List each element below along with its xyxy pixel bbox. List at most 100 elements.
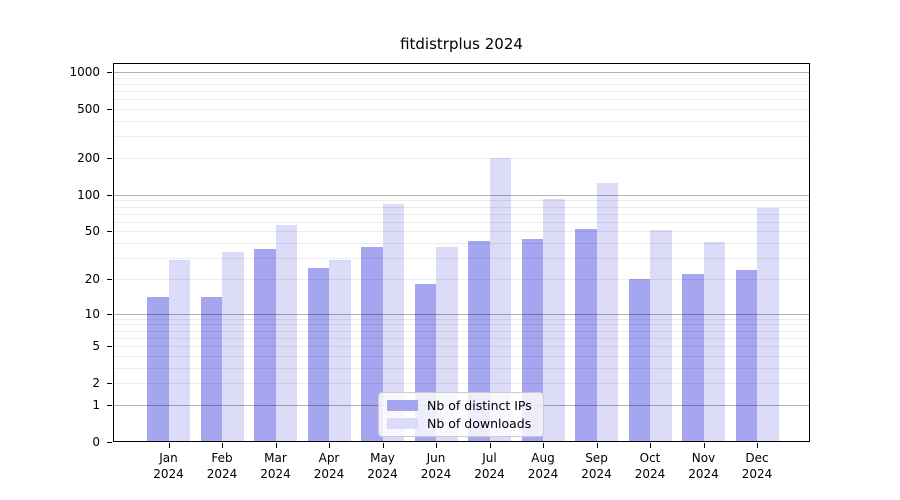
legend-label-downloads: Nb of downloads	[427, 416, 532, 431]
bar-ips-aug	[521, 239, 543, 442]
bar-downloads-jul	[489, 157, 511, 442]
x-tick-label: Nov 2024	[688, 451, 719, 481]
gridline-minor	[113, 206, 810, 208]
gridline-minor	[113, 318, 810, 320]
y-tick-label: 50	[84, 224, 100, 239]
y-tick-label: 10	[84, 306, 100, 321]
bar-downloads-apr	[329, 259, 351, 442]
y-tick-mark	[107, 231, 112, 233]
bar-ips-dec	[735, 269, 757, 442]
x-tick-label: Mar 2024	[260, 451, 291, 481]
x-tick-label: Aug 2024	[527, 451, 559, 481]
bar-ips-feb	[200, 296, 222, 442]
y-tick-mark	[107, 313, 112, 315]
gridline-minor	[113, 213, 810, 215]
gridline-major	[113, 313, 810, 315]
x-tick-label: Apr 2024	[313, 451, 345, 481]
y-tick-mark	[107, 404, 112, 406]
bar-downloads-mar	[275, 224, 297, 442]
x-tick-mark	[543, 443, 544, 448]
bar-ips-sep	[575, 229, 597, 442]
gridline-major	[113, 71, 810, 73]
x-tick-label: Jul 2024	[474, 451, 505, 481]
gridline-minor	[113, 258, 810, 260]
bar-downloads-aug	[543, 198, 565, 442]
y-tick-label: 1000	[69, 64, 100, 79]
x-tick-mark	[489, 443, 491, 448]
legend-item-downloads: Nb of downloads	[387, 417, 535, 430]
y-tick-mark	[107, 71, 112, 73]
gridline-minor	[113, 231, 810, 233]
x-tick-mark	[222, 443, 223, 448]
bar-downloads-jan	[168, 259, 190, 442]
gridline-minor	[113, 109, 810, 111]
gridline-minor	[113, 221, 810, 223]
bar-downloads-oct	[650, 230, 672, 442]
gridline-minor	[113, 136, 810, 138]
x-tick-label: Dec 2024	[741, 451, 773, 481]
x-tick-mark	[329, 443, 330, 448]
x-tick-label: Jan 2024	[153, 451, 184, 481]
bar-downloads-sep	[596, 182, 618, 442]
y-tick-label: 5	[92, 339, 100, 354]
y-tick-label: 500	[77, 102, 100, 117]
x-tick-label: Oct 2024	[634, 451, 666, 481]
gridline-minor	[113, 330, 810, 332]
legend-swatch-downloads	[387, 418, 418, 429]
gridline-minor	[113, 157, 810, 159]
gridline-minor	[113, 120, 810, 122]
bar-ips-jan	[147, 296, 169, 442]
y-tick-label: 200	[77, 150, 100, 165]
y-tick-mark	[107, 383, 112, 385]
gridline-minor	[113, 83, 810, 85]
gridline-minor	[113, 278, 810, 280]
y-tick-mark	[107, 109, 112, 111]
y-tick-mark	[107, 194, 112, 196]
y-tick-mark	[107, 157, 112, 159]
legend-label-distinct-ips: Nb of distinct IPs	[427, 398, 532, 413]
y-tick-label: 2	[92, 376, 100, 391]
bar-ips-oct	[628, 278, 650, 442]
bar-downloads-dec	[757, 207, 779, 442]
x-tick-label: Jun 2024	[420, 451, 452, 481]
gridline-minor	[113, 91, 810, 93]
bar-downloads-nov	[703, 241, 725, 442]
bar-downloads-feb	[222, 251, 244, 442]
gridline-minor	[113, 383, 810, 385]
gridline-minor	[113, 243, 810, 245]
bar-ips-jul	[468, 240, 490, 442]
gridline-minor	[113, 355, 810, 357]
x-tick-mark	[168, 443, 170, 448]
legend: Nb of distinct IPs Nb of downloads	[378, 392, 544, 437]
gridline-minor	[113, 346, 810, 348]
y-tick-label: 20	[84, 271, 100, 286]
bar-ips-apr	[307, 267, 329, 442]
bar-ips-nov	[682, 274, 704, 442]
gridline-minor	[113, 337, 810, 339]
y-tick-label: 0	[92, 435, 100, 449]
y-tick-mark	[107, 346, 112, 348]
x-tick-mark	[650, 443, 651, 448]
bar-ips-mar	[254, 248, 276, 442]
x-tick-mark	[703, 443, 705, 448]
x-tick-label: Feb 2024	[206, 451, 238, 481]
y-tick-label: 1	[92, 397, 100, 412]
bar-ips-may	[361, 247, 383, 442]
y-tick-label: 100	[77, 187, 100, 202]
chart-title: fitdistrplus 2024	[400, 35, 523, 53]
gridline-minor	[113, 367, 810, 369]
legend-swatch-distinct-ips	[387, 400, 418, 411]
x-tick-label: Sep 2024	[581, 451, 612, 481]
y-tick-mark	[107, 278, 112, 280]
x-tick-mark	[757, 443, 758, 448]
bar-downloads-may	[382, 204, 404, 442]
x-tick-label: May 2024	[367, 451, 398, 481]
legend-item-distinct-ips: Nb of distinct IPs	[387, 399, 535, 412]
x-tick-mark	[596, 443, 598, 448]
gridline-minor	[113, 324, 810, 326]
gridline-major	[113, 194, 810, 196]
gridline-minor	[113, 77, 810, 79]
gridline-minor	[113, 99, 810, 101]
gridline-minor	[113, 200, 810, 202]
